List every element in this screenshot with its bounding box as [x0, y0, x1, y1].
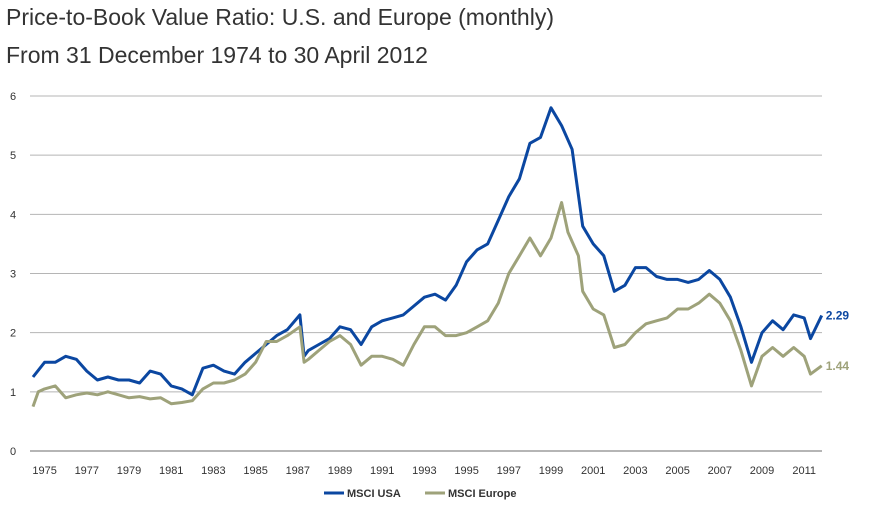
series-line-msci-europe: [31, 201, 823, 408]
x-tick-label: 1979: [117, 465, 141, 477]
x-tick-label: 1987: [286, 465, 310, 477]
series-line-msci-usa: [31, 106, 824, 397]
legend-label: MSCI USA: [347, 488, 401, 500]
x-tick-label: 2005: [665, 465, 689, 477]
y-tick-label: 5: [10, 150, 16, 162]
y-tick-label: 3: [10, 269, 16, 281]
legend-label: MSCI Europe: [448, 488, 516, 500]
y-tick-label: 0: [10, 446, 16, 458]
y-tick-label: 4: [10, 209, 16, 221]
x-tick-label: 2007: [708, 465, 732, 477]
x-tick-label: 1975: [32, 465, 56, 477]
x-tick-label: 1989: [328, 465, 352, 477]
x-tick-label: 2011: [792, 465, 816, 477]
x-tick-label: 1985: [243, 465, 267, 477]
y-tick-label: 2: [10, 328, 16, 340]
x-tick-label: 1991: [370, 465, 394, 477]
x-tick-label: 1981: [159, 465, 183, 477]
x-tick-label: 2001: [581, 465, 605, 477]
end-value-label: 2.29: [826, 309, 850, 323]
x-tick-label: 1977: [75, 465, 99, 477]
chart-subtitle: From 31 December 1974 to 30 April 2012: [6, 42, 428, 68]
x-tick-label: 1983: [201, 465, 225, 477]
x-tick-label: 2009: [750, 465, 774, 477]
x-tick-label: 1999: [539, 465, 563, 477]
chart-title: Price-to-Book Value Ratio: U.S. and Euro…: [6, 4, 554, 30]
x-tick-label: 1997: [497, 465, 521, 477]
x-tick-label: 1995: [454, 465, 478, 477]
end-value-label: 1.44: [826, 359, 850, 373]
x-tick-label: 1993: [412, 465, 436, 477]
x-tick-label: 2003: [623, 465, 647, 477]
y-tick-label: 6: [10, 91, 16, 103]
y-tick-label: 1: [10, 387, 16, 399]
